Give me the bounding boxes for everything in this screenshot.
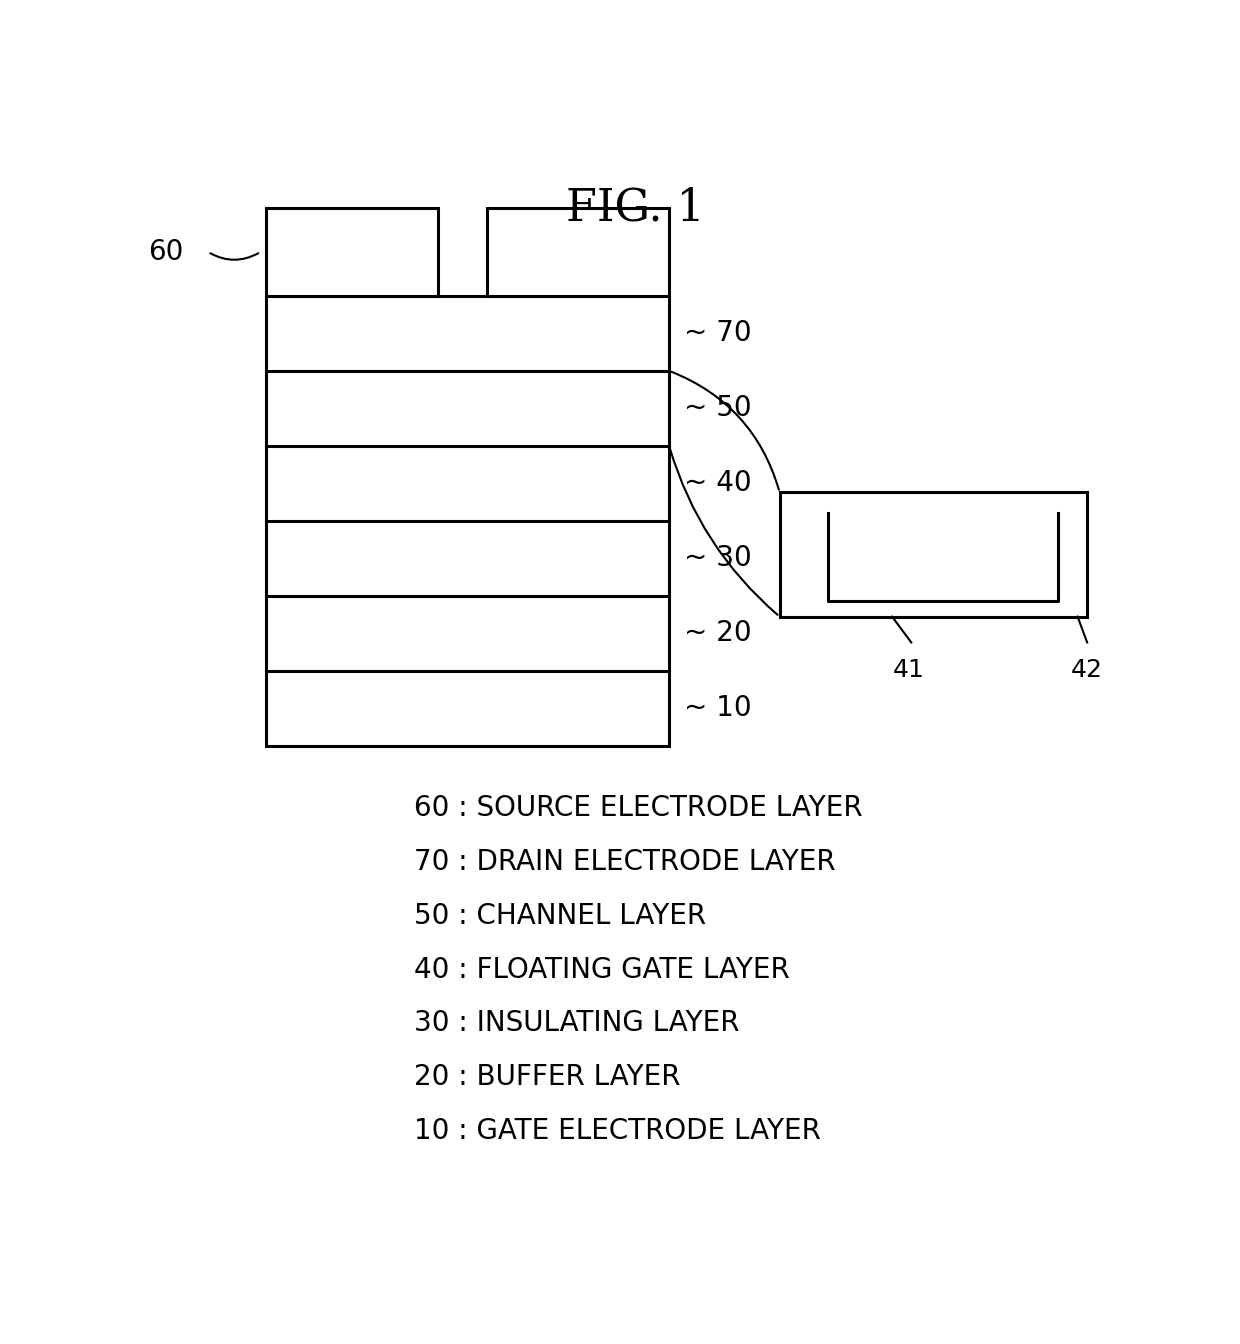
Text: ~ 40: ~ 40 [683,469,751,497]
Text: ~ 50: ~ 50 [683,394,751,422]
Text: 41: 41 [893,659,924,681]
Text: ~ 70: ~ 70 [683,320,751,347]
Text: 60 : SOURCE ELECTRODE LAYER: 60 : SOURCE ELECTRODE LAYER [414,794,863,823]
Text: 40 : FLOATING GATE LAYER: 40 : FLOATING GATE LAYER [414,956,790,984]
Text: FIG. 1: FIG. 1 [567,187,704,230]
Bar [265,208,439,296]
Text: 50 : CHANNEL LAYER: 50 : CHANNEL LAYER [414,902,707,930]
Text: ~ 20: ~ 20 [683,620,751,648]
Text: 20 : BUFFER LAYER: 20 : BUFFER LAYER [414,1063,681,1091]
Text: 70 : DRAIN ELECTRODE LAYER: 70 : DRAIN ELECTRODE LAYER [414,848,836,876]
Text: ~ 10: ~ 10 [683,695,751,723]
Bar [265,296,670,746]
Text: ~ 30: ~ 30 [683,544,751,573]
Bar [486,208,670,296]
Text: 60: 60 [149,238,184,266]
Text: 42: 42 [1071,659,1104,681]
Bar [780,492,1087,617]
Text: 30 : INSULATING LAYER: 30 : INSULATING LAYER [414,1009,740,1038]
Text: 10 : GATE ELECTRODE LAYER: 10 : GATE ELECTRODE LAYER [414,1117,821,1145]
